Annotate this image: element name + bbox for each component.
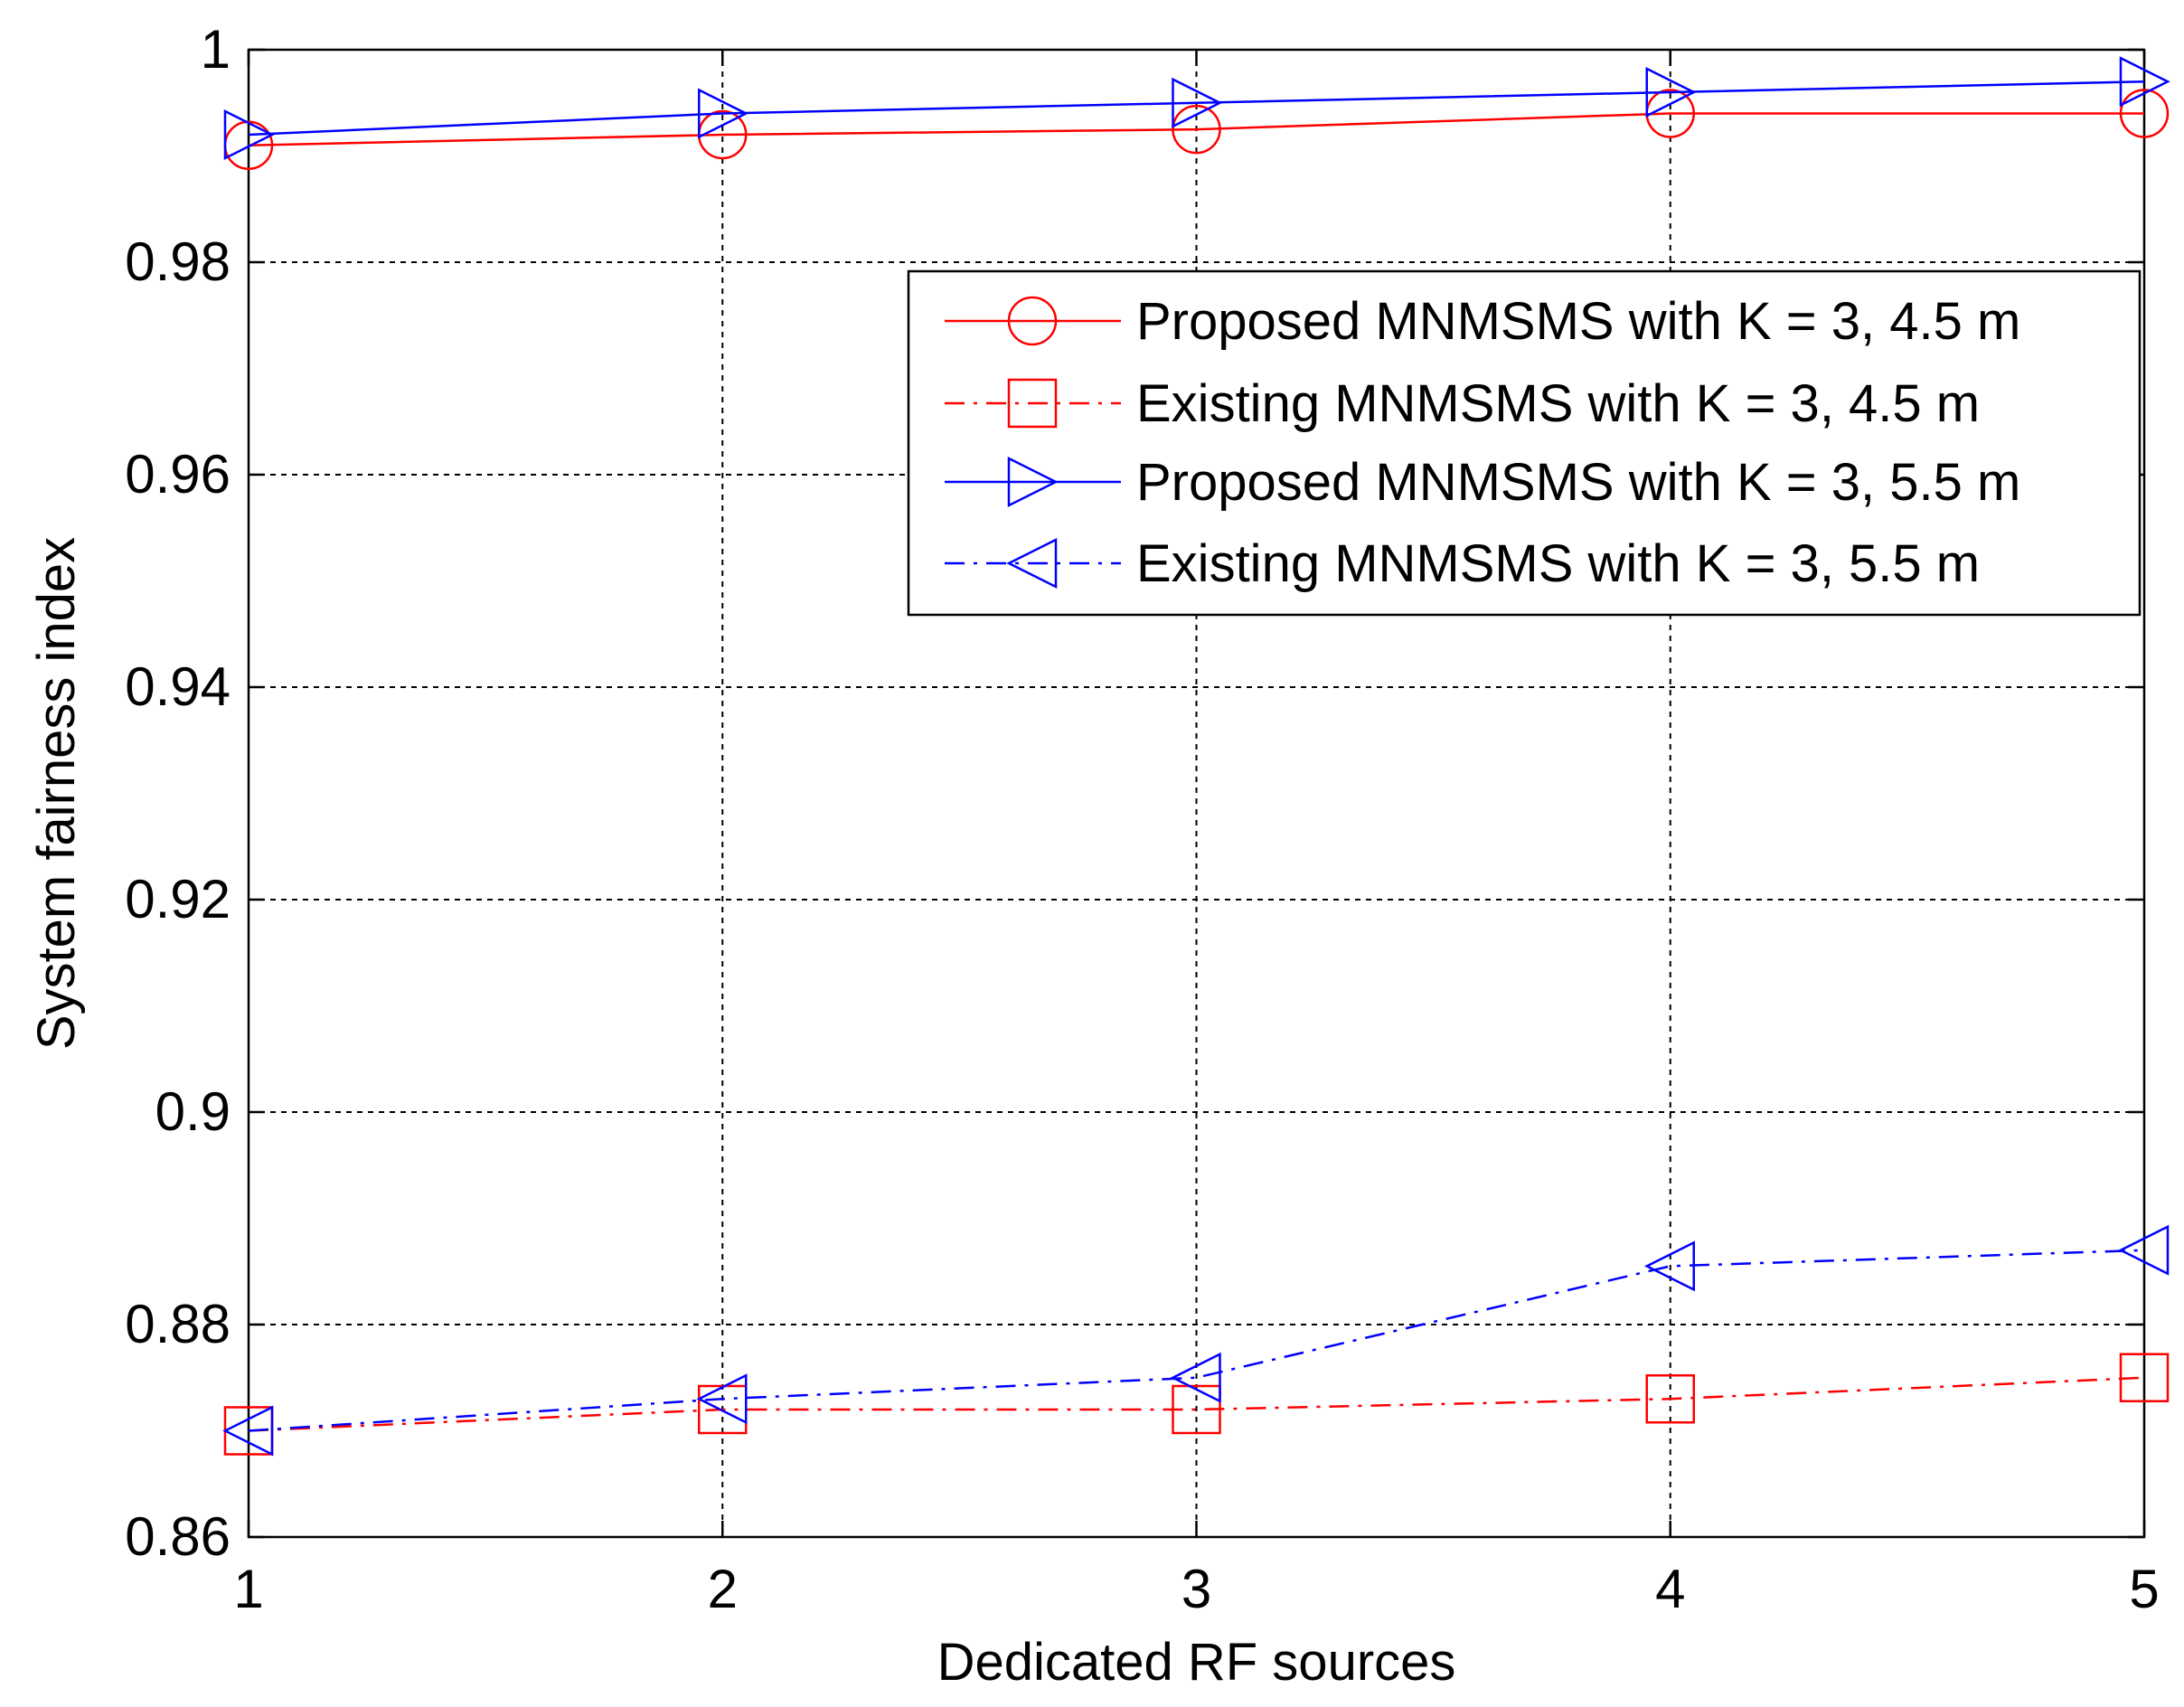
- y-tick-label: 0.9: [155, 1081, 231, 1142]
- x-tick-label: 5: [2129, 1559, 2159, 1619]
- y-tick-label: 0.88: [125, 1294, 231, 1354]
- y-tick-label: 1: [201, 19, 231, 80]
- legend-marker: [1006, 537, 1058, 589]
- y-tick-label: 0.98: [125, 231, 231, 292]
- y-tick-label: 0.92: [125, 869, 231, 929]
- legend-marker: [1007, 378, 1058, 429]
- legend-item: Existing MNMSMS with K = 3, 5.5 m: [945, 534, 1980, 593]
- data-point-marker: [696, 1373, 748, 1425]
- data-point-marker: [2118, 1224, 2170, 1276]
- axis-ticks: 0.86 0.88 0.9 0.92 0.94 0.96 0.98 1 1 2 3 4 5: [125, 19, 2159, 1619]
- y-tick-label: 0.94: [125, 656, 231, 717]
- legend-label: Existing MNMSMS with K = 3, 4.5 m: [1136, 374, 1980, 433]
- legend-marker: [1007, 296, 1058, 346]
- x-tick-label: 2: [708, 1559, 738, 1619]
- data-point-marker: [1170, 1352, 1221, 1403]
- legend: Proposed MNMSMS with K = 3, 4.5 m Existin…: [907, 269, 2142, 617]
- data-series: [222, 56, 2170, 1457]
- x-tick-label: 4: [1655, 1559, 1685, 1619]
- series-line: [248, 112, 2144, 146]
- x-tick-label: 3: [1181, 1559, 1211, 1619]
- data-point-marker: [2119, 56, 2170, 108]
- y-axis-label: System fairness index: [27, 537, 86, 1050]
- y-tick-label: 0.86: [125, 1506, 231, 1567]
- data-point-marker: [698, 88, 749, 139]
- legend-label: Proposed MNMSMS with K = 3, 4.5 m: [1136, 292, 2020, 351]
- data-point-marker: [223, 108, 275, 161]
- series-line: [248, 1376, 2145, 1432]
- legend-item: Existing MNMSMS with K = 3, 4.5 m: [945, 374, 1980, 433]
- data-point-marker: [2119, 89, 2170, 138]
- legend-label: Proposed MNMSMS with K = 3, 5.5 m: [1136, 453, 2020, 512]
- data-point-marker: [1643, 1240, 1695, 1292]
- data-point-marker: [222, 1405, 274, 1457]
- data-point-marker: [2119, 1353, 2170, 1402]
- series-3: [223, 56, 2170, 161]
- legend-item: Proposed MNMSMS with K = 3, 4.5 m: [945, 292, 2020, 351]
- x-axis-label: Dedicated RF sources: [937, 1633, 1456, 1692]
- y-tick-label: 0.96: [125, 444, 231, 505]
- legend-label: Existing MNMSMS with K = 3, 5.5 m: [1136, 534, 1980, 593]
- data-point-marker: [1172, 1384, 1221, 1435]
- data-point-marker: [1645, 66, 1697, 118]
- data-point-marker: [1172, 77, 1223, 128]
- data-point-marker: [1172, 104, 1221, 155]
- legend-box: [907, 269, 2142, 617]
- x-tick-label: 1: [233, 1559, 263, 1619]
- legend-item: Proposed MNMSMS with K = 3, 5.5 m: [945, 453, 2020, 512]
- series-4: [222, 1224, 2170, 1457]
- series-line: [248, 80, 2145, 137]
- series-line: [248, 1249, 2145, 1432]
- legend-marker: [1007, 456, 1059, 508]
- data-point-marker: [1645, 1374, 1695, 1424]
